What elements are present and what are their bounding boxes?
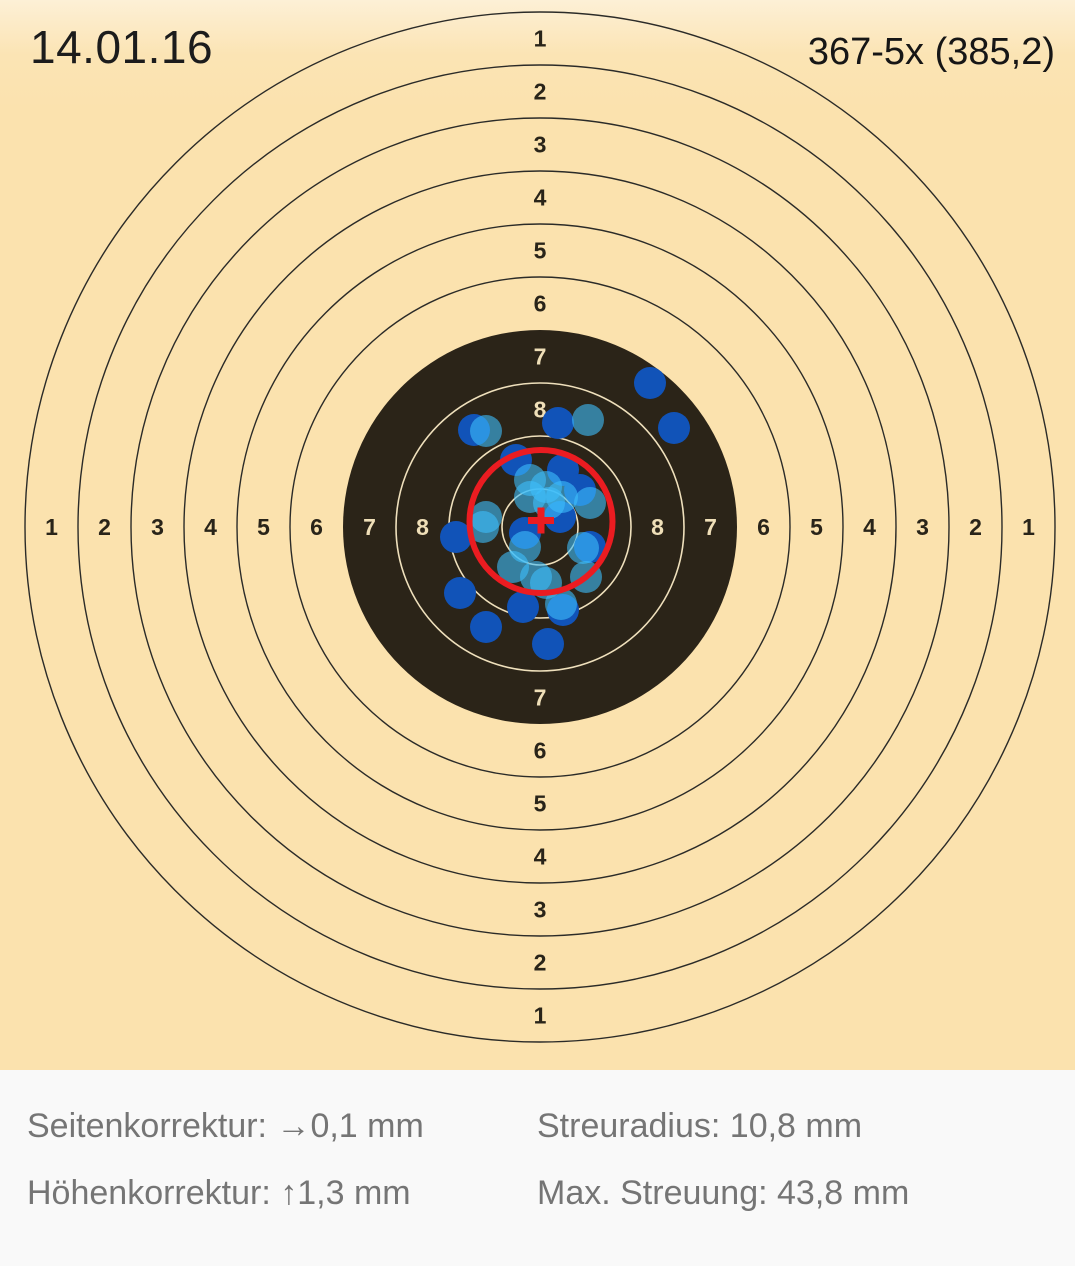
ring-number: 5 (257, 514, 270, 540)
ring-number: 6 (757, 514, 770, 540)
shot-hole-light[interactable] (467, 511, 499, 543)
ring-number: 7 (534, 685, 547, 711)
shot-hole-dark[interactable] (532, 628, 564, 660)
stat-spread-radius-label: Streuradius: (537, 1107, 721, 1145)
ring-number: 7 (534, 344, 547, 370)
ring-number: 6 (534, 291, 547, 317)
stat-max-spread-value: 43,8 mm (777, 1174, 910, 1212)
stat-side-correction: Seitenkorrektur: →0,1 mm (27, 1100, 537, 1152)
ring-number: 4 (204, 514, 217, 540)
shot-hole-light[interactable] (546, 481, 578, 513)
stat-max-spread: Max. Streuung: 43,8 mm (537, 1167, 1075, 1219)
ring-number: 3 (151, 514, 164, 540)
shot-hole-dark[interactable] (542, 407, 574, 439)
ring-number: 2 (969, 514, 982, 540)
ring-number: 2 (534, 79, 547, 105)
shot-hole-dark[interactable] (440, 521, 472, 553)
ring-number: 8 (416, 514, 429, 540)
ring-number: 4 (863, 514, 876, 540)
target-svg[interactable]: 11112222333344445555666677778888 (0, 0, 1075, 1070)
shot-hole-light[interactable] (545, 588, 577, 620)
ring-number: 5 (534, 238, 547, 264)
stats-panel: Seitenkorrektur: →0,1 mm Streuradius: 10… (0, 1070, 1075, 1266)
shot-hole-light[interactable] (470, 415, 502, 447)
ring-number: 4 (534, 185, 547, 211)
ring-number: 1 (534, 1003, 547, 1029)
ring-number: 8 (651, 514, 664, 540)
ring-number: 5 (810, 514, 823, 540)
target-card: 14.01.16 367-5x (385,2) 1 1 1 1 2 2 2 2 3 3 3 3 4 4 4 4… (0, 0, 1075, 1070)
ring-number: 3 (916, 514, 929, 540)
date-label: 14.01.16 (30, 21, 214, 73)
shot-hole-light[interactable] (574, 487, 606, 519)
ring-number: 7 (363, 514, 376, 540)
stat-side-correction-value: →0,1 mm (276, 1107, 424, 1145)
ring-number: 2 (534, 950, 547, 976)
score-label: 367-5x (385,2) (807, 31, 1055, 73)
stat-spread-radius: Streuradius: 10,8 mm (537, 1100, 1075, 1152)
ring-number: 8 (534, 397, 547, 423)
ring-number: 2 (98, 514, 111, 540)
ring-number: 6 (310, 514, 323, 540)
stat-max-spread-label: Max. Streuung: (537, 1174, 768, 1212)
stat-height-correction: Höhenkorrektur: ↑1,3 mm (27, 1167, 537, 1219)
mean-point-cross (528, 507, 554, 534)
ring-number: 3 (534, 897, 547, 923)
ring-number: 1 (1022, 514, 1035, 540)
ring-number: 1 (45, 514, 58, 540)
ring-number: 3 (534, 132, 547, 158)
spread-circle (466, 447, 616, 596)
shot-hole-light[interactable] (567, 532, 599, 564)
ring-number: 4 (534, 844, 547, 870)
ring-number: 1 (534, 26, 547, 52)
shot-hole-dark[interactable] (507, 591, 539, 623)
stat-spread-radius-value: 10,8 mm (729, 1107, 863, 1145)
ring-number: 5 (534, 791, 547, 817)
shot-hole-dark[interactable] (444, 577, 476, 609)
ring-number: 6 (534, 738, 547, 764)
shot-hole-light[interactable] (572, 404, 604, 436)
stat-side-correction-label: Seitenkorrektur: (27, 1107, 267, 1145)
shot-hole-dark[interactable] (470, 611, 502, 643)
ring-number: 7 (704, 514, 717, 540)
shot-hole-dark[interactable] (634, 367, 666, 399)
shot-hole-dark[interactable] (658, 412, 690, 444)
stat-height-correction-label: Höhenkorrektur: (27, 1174, 271, 1212)
stat-height-correction-value: ↑1,3 mm (280, 1174, 411, 1212)
